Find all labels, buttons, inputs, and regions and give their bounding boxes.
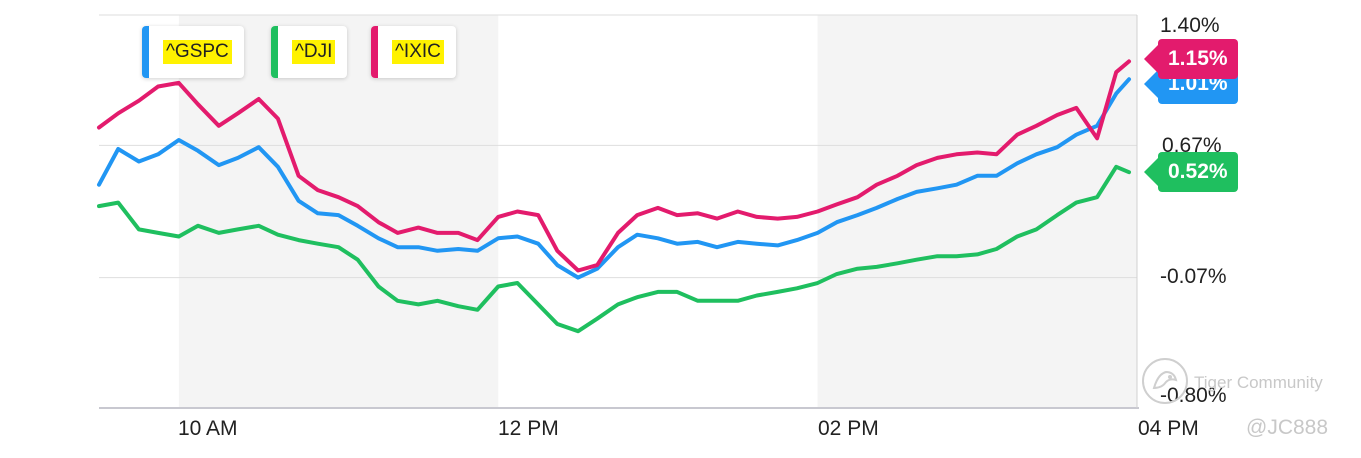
x-tick-label: 10 AM (178, 417, 238, 440)
series-line-gspc (97, 77, 1131, 280)
legend-gspc[interactable]: ^GSPC (142, 26, 244, 78)
legend-label-dji: ^DJI (292, 40, 336, 64)
legend-swatch-ixic (371, 26, 378, 78)
legend-swatch-gspc (142, 26, 149, 78)
series-line-dji (97, 164, 1131, 334)
y-tick-label: -0.07% (1160, 265, 1227, 288)
x-tick-label: 04 PM (1138, 417, 1199, 440)
series-line-ixic (97, 59, 1131, 273)
y-tick-label: 0.67% (1162, 134, 1222, 157)
last-value-tag-dji: 0.52% (1144, 152, 1238, 192)
y-tick-label: 1.40% (1160, 14, 1220, 37)
shaded-band (178, 15, 499, 408)
watermark-handle: @JC888 (1246, 416, 1329, 439)
watermark-logo (1142, 358, 1188, 404)
last-value-tag-ixic: 1.15% (1144, 39, 1238, 79)
legend-dji[interactable]: ^DJI (271, 26, 348, 78)
legend-swatch-dji (271, 26, 278, 78)
watermark-brand: Tiger Community (1194, 373, 1323, 392)
legend-ixic[interactable]: ^IXIC (371, 26, 456, 78)
x-tick-label: 02 PM (818, 417, 879, 440)
legend-label-ixic: ^IXIC (392, 40, 444, 64)
x-tick-label: 12 PM (498, 417, 559, 440)
tiger-logo-icon (1152, 370, 1178, 390)
legend-label-gspc: ^GSPC (163, 40, 232, 64)
